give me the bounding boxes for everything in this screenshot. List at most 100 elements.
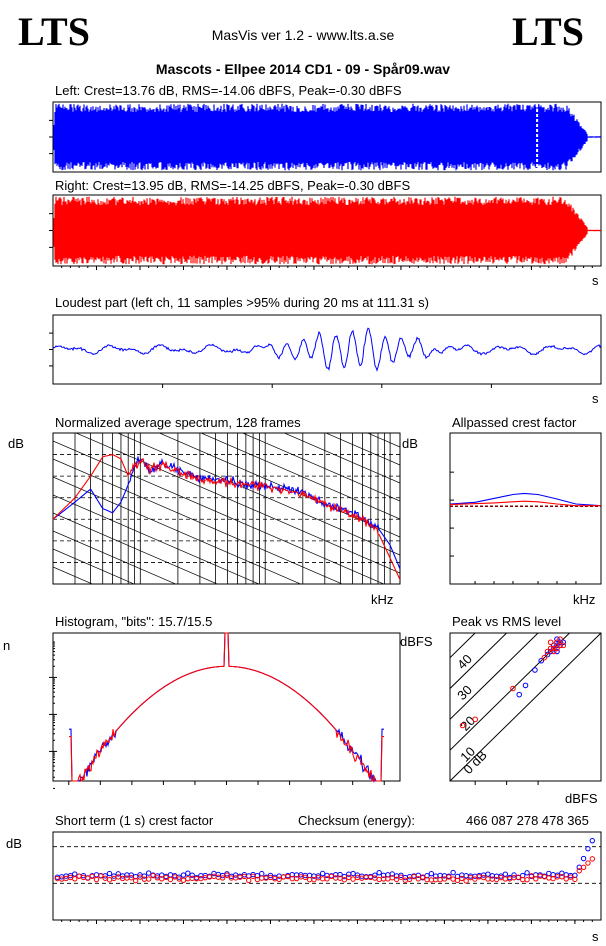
- spectrum-slope-line: [325, 433, 400, 466]
- crest-point-right: [437, 876, 443, 883]
- crest-point-right: [572, 876, 578, 883]
- crest-point-left: [585, 845, 591, 852]
- peak-rms-point-left: [551, 642, 557, 649]
- crest-point-left: [372, 872, 378, 878]
- peak-rms-point-left: [557, 639, 563, 646]
- crest-point-left: [189, 872, 195, 878]
- crest-point-left: [437, 872, 443, 879]
- peak-rms-point-left: [516, 691, 523, 698]
- crest-point-right: [89, 873, 95, 879]
- spectrum-plot: [53, 433, 400, 789]
- crest-point-right: [93, 876, 100, 883]
- spectrum-frame: [52, 432, 401, 585]
- crest-point-right: [106, 877, 113, 883]
- crest-point-right: [446, 874, 452, 880]
- spectrum-x-unit: kHz: [371, 592, 393, 607]
- crest-point-right: [576, 868, 582, 874]
- crest-point-right: [589, 856, 596, 862]
- crest-point-right: [150, 872, 156, 879]
- loudest-x-unit: s: [592, 391, 599, 406]
- crest-point-right: [515, 874, 522, 880]
- crest-point-left: [180, 872, 187, 878]
- spectrum-slope-line: [53, 458, 344, 584]
- crest-point-right: [306, 876, 313, 883]
- crest-point-left: [350, 870, 356, 877]
- peak-rms-point-right: [472, 716, 478, 723]
- crest-title: Short term (1 s) crest factor: [55, 813, 214, 828]
- crest-point-right: [211, 873, 217, 880]
- spectrum-ylabel: dB: [8, 436, 24, 451]
- crest-point-right: [341, 877, 348, 883]
- allpass-series-right: [449, 500, 601, 507]
- spectrum-slope-line: [200, 433, 400, 520]
- spectrum-slope-line: [53, 548, 135, 584]
- crest-point-right: [563, 876, 569, 882]
- peak-rms-point-left: [554, 642, 560, 649]
- loudest-title: Loudest part (left ch, 11 samples >95% d…: [55, 295, 429, 310]
- crest-point-right: [311, 876, 317, 883]
- peak-rms-diagonal: [450, 633, 539, 721]
- spectrum-slope-line: [53, 476, 302, 584]
- crest-point-left: [246, 873, 252, 879]
- crest-point-left: [106, 870, 113, 877]
- spectrum-series-right: [53, 454, 400, 580]
- crest-point-right: [502, 876, 509, 882]
- peak-rms-point-left: [522, 682, 529, 689]
- crest-point-right: [485, 876, 491, 882]
- crest-point-right: [137, 874, 143, 880]
- crest-point-right: [419, 874, 426, 880]
- spectrum-series-left: [53, 456, 400, 570]
- histogram-frame: [52, 632, 401, 782]
- spectrum-slope-line: [53, 440, 385, 584]
- crest-point-right: [459, 875, 465, 882]
- crest-point-right: [219, 875, 226, 881]
- crest-point-right: [293, 875, 300, 882]
- crest-point-right: [259, 875, 265, 881]
- histogram-ylabel: n: [3, 638, 10, 653]
- spectrum-slope-line: [116, 433, 400, 556]
- crest-point-right: [132, 877, 139, 884]
- crest-point-right: [232, 875, 239, 881]
- crest-point-right: [454, 877, 461, 884]
- checksum-label: Checksum (energy):: [298, 813, 415, 828]
- peak-rms-point-right: [510, 685, 516, 692]
- crest-point-right: [411, 873, 417, 880]
- spectrum-slope-line: [53, 639, 400, 789]
- crest-x-unit: s: [592, 929, 599, 944]
- crest-point-left: [485, 871, 491, 877]
- crest-point-left: [145, 870, 152, 876]
- crest-frame: [52, 831, 602, 921]
- crest-point-left: [398, 872, 404, 879]
- crest-point-right: [115, 874, 121, 880]
- crest-point-right: [389, 875, 395, 881]
- histogram-title: Histogram, "bits": 15.7/15.5: [55, 614, 212, 629]
- crest-point-right: [285, 873, 291, 880]
- crest-point-right: [406, 876, 413, 883]
- crest-point-right: [215, 874, 221, 880]
- crest-point-right: [550, 875, 556, 882]
- peak-rms-point-right: [541, 654, 548, 661]
- crest-point-right: [585, 860, 591, 866]
- peak-rms-point-right: [551, 645, 557, 652]
- peak-rms-point-right: [547, 645, 554, 652]
- crest-point-right: [128, 875, 134, 881]
- crest-point-left: [72, 871, 78, 877]
- right-title: Right: Crest=13.95 dB, RMS=-14.25 dBFS, …: [55, 178, 410, 193]
- crest-point-right: [85, 875, 91, 881]
- crest-point-left: [167, 872, 174, 878]
- peak-rms-point-left: [554, 648, 560, 655]
- app-title: MasVis ver 1.2 - www.lts.a.se: [212, 27, 395, 43]
- crest-point-left: [376, 869, 382, 876]
- crest-point-right: [398, 874, 404, 880]
- crest-point-right: [185, 875, 191, 882]
- crest-point-right: [324, 876, 330, 882]
- crest-point-right: [224, 872, 230, 878]
- loudest-trace: [52, 327, 602, 372]
- spectrum-slope-line: [53, 585, 400, 735]
- peak-rms-diag-label: 20: [457, 713, 478, 734]
- crest-point-left: [580, 855, 587, 862]
- peak-rms-frame: [449, 632, 602, 782]
- crest-point-right: [393, 876, 400, 883]
- crest-point-right: [376, 876, 382, 883]
- spectrum-slope-line: [158, 433, 400, 538]
